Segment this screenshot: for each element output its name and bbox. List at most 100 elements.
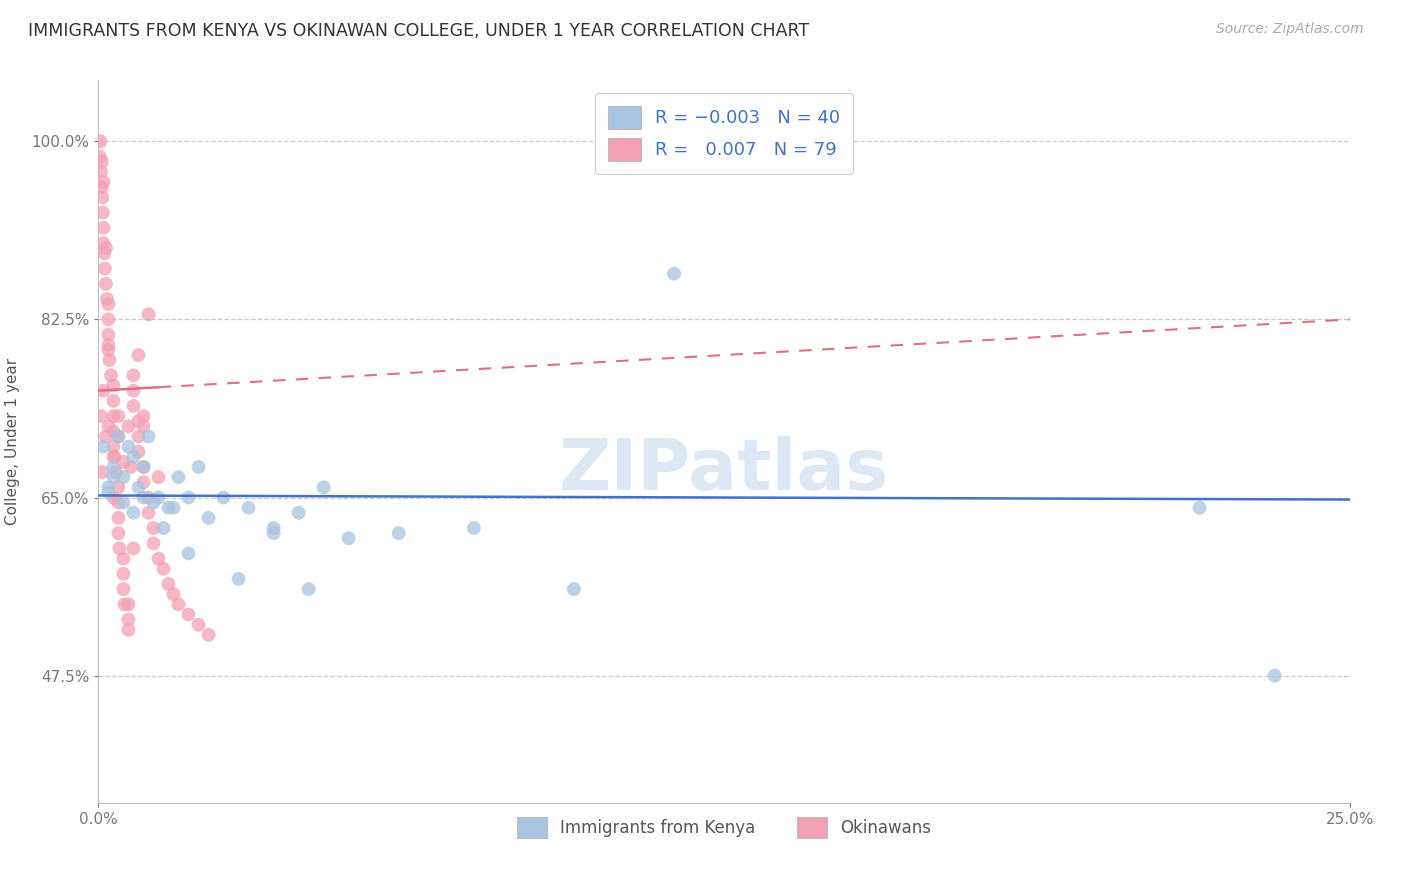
- Point: [114, 598, 136, 612]
- Point: [117, 623, 139, 637]
- Text: ZIPatlas: ZIPatlas: [560, 436, 889, 505]
- Point: [107, 409, 129, 423]
- Point: [112, 470, 135, 484]
- Text: IMMIGRANTS FROM KENYA VS OKINAWAN COLLEGE, UNDER 1 YEAR CORRELATION CHART: IMMIGRANTS FROM KENYA VS OKINAWAN COLLEG…: [28, 22, 810, 40]
- Point: [197, 628, 219, 642]
- Point: [138, 491, 160, 505]
- Point: [107, 429, 129, 443]
- Point: [148, 491, 170, 505]
- Point: [103, 393, 125, 408]
- Point: [94, 429, 117, 443]
- Point: [117, 419, 139, 434]
- Point: [122, 541, 145, 556]
- Point: [93, 175, 115, 189]
- Point: [562, 582, 585, 596]
- Point: [127, 444, 149, 458]
- Y-axis label: College, Under 1 year: College, Under 1 year: [6, 358, 20, 525]
- Point: [103, 425, 125, 439]
- Point: [112, 495, 135, 509]
- Point: [212, 491, 235, 505]
- Point: [122, 506, 145, 520]
- Point: [108, 541, 131, 556]
- Point: [97, 327, 120, 342]
- Legend: Immigrants from Kenya, Okinawans: Immigrants from Kenya, Okinawans: [510, 810, 938, 845]
- Point: [96, 292, 118, 306]
- Point: [93, 246, 115, 260]
- Point: [107, 495, 129, 509]
- Point: [103, 470, 125, 484]
- Point: [117, 440, 139, 454]
- Point: [228, 572, 250, 586]
- Point: [117, 598, 139, 612]
- Point: [152, 521, 174, 535]
- Point: [298, 582, 321, 596]
- Point: [97, 480, 120, 494]
- Point: [103, 450, 125, 464]
- Point: [97, 419, 120, 434]
- Point: [287, 506, 309, 520]
- Point: [263, 521, 285, 535]
- Point: [103, 440, 125, 454]
- Point: [97, 343, 120, 357]
- Point: [117, 613, 139, 627]
- Point: [167, 470, 190, 484]
- Point: [97, 485, 120, 500]
- Point: [112, 551, 135, 566]
- Point: [142, 521, 165, 535]
- Point: [187, 460, 209, 475]
- Point: [197, 511, 219, 525]
- Point: [132, 475, 155, 490]
- Point: [91, 465, 114, 479]
- Point: [120, 460, 142, 475]
- Point: [138, 506, 160, 520]
- Point: [132, 491, 155, 505]
- Point: [122, 450, 145, 464]
- Point: [167, 598, 190, 612]
- Point: [89, 150, 111, 164]
- Point: [142, 536, 165, 550]
- Point: [103, 409, 125, 423]
- Point: [187, 617, 209, 632]
- Point: [148, 551, 170, 566]
- Point: [103, 450, 125, 464]
- Point: [238, 500, 260, 515]
- Point: [162, 587, 184, 601]
- Point: [94, 277, 117, 291]
- Point: [103, 378, 125, 392]
- Point: [122, 384, 145, 398]
- Point: [97, 297, 120, 311]
- Point: [162, 500, 184, 515]
- Point: [104, 465, 127, 479]
- Point: [152, 562, 174, 576]
- Point: [97, 338, 120, 352]
- Point: [122, 368, 145, 383]
- Point: [157, 500, 180, 515]
- Point: [112, 582, 135, 596]
- Point: [94, 261, 117, 276]
- Point: [93, 384, 115, 398]
- Point: [138, 307, 160, 321]
- Point: [127, 414, 149, 428]
- Point: [662, 267, 685, 281]
- Point: [127, 348, 149, 362]
- Point: [132, 409, 155, 423]
- Point: [90, 165, 112, 179]
- Point: [312, 480, 335, 494]
- Point: [91, 190, 114, 204]
- Point: [127, 480, 149, 494]
- Point: [463, 521, 485, 535]
- Point: [91, 205, 114, 219]
- Point: [388, 526, 411, 541]
- Point: [127, 429, 149, 443]
- Point: [1264, 668, 1286, 682]
- Text: Source: ZipAtlas.com: Source: ZipAtlas.com: [1216, 22, 1364, 37]
- Point: [112, 455, 135, 469]
- Point: [157, 577, 180, 591]
- Point: [138, 429, 160, 443]
- Point: [93, 236, 115, 251]
- Point: [100, 368, 122, 383]
- Point: [132, 460, 155, 475]
- Point: [107, 511, 129, 525]
- Point: [94, 241, 117, 255]
- Point: [107, 429, 129, 443]
